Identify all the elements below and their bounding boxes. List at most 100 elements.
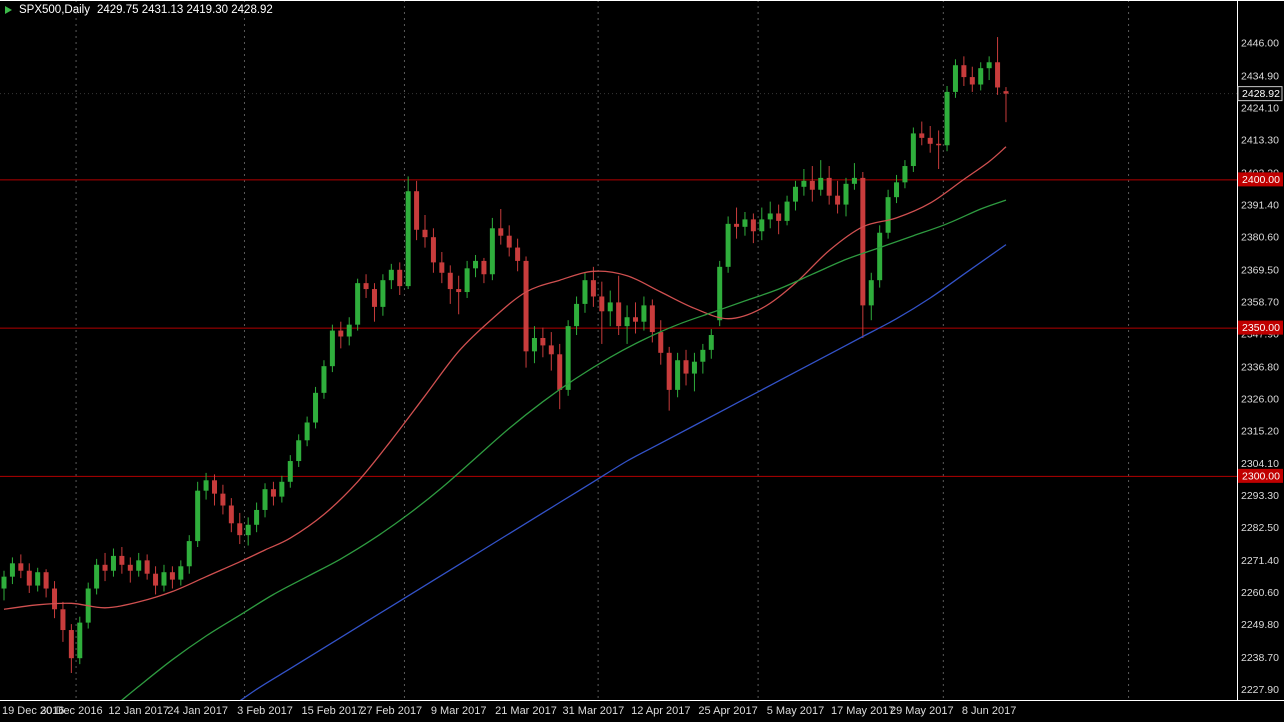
candle-body — [237, 523, 243, 536]
candle-body — [414, 191, 420, 230]
y-axis-label: 2315.20 — [1241, 425, 1279, 437]
moving-average-line-medium[interactable] — [114, 199, 1007, 707]
candle-body — [35, 572, 41, 586]
moving-average-line-fast[interactable] — [3, 146, 1007, 610]
y-axis-label: 2434.90 — [1241, 70, 1279, 82]
candle-body — [995, 62, 1001, 88]
candle-body — [439, 262, 445, 273]
y-axis-label: 2391.40 — [1241, 199, 1279, 211]
candle-body — [894, 182, 900, 198]
candle-body — [658, 332, 664, 353]
candle-body — [607, 302, 613, 312]
candle-body — [978, 68, 984, 85]
candle-body — [18, 563, 24, 571]
candle-body — [161, 572, 167, 586]
candle-body — [1003, 91, 1009, 94]
y-axis-label: 2304.10 — [1241, 458, 1279, 470]
candle-body — [557, 354, 563, 390]
candle-body — [792, 186, 798, 202]
price-level-tag: 2300.00 — [1238, 468, 1283, 483]
candle-body — [843, 183, 849, 205]
candle-body — [835, 195, 841, 205]
price-level-tag-label: 2400.00 — [1242, 174, 1280, 186]
candle-body — [212, 480, 217, 494]
candle-body — [910, 133, 916, 167]
candle-body — [531, 337, 537, 352]
x-axis-label: 17 May 2017 — [831, 705, 895, 717]
candle-body — [447, 272, 453, 290]
x-axis-label: 24 Jan 2017 — [167, 705, 228, 717]
candle-body — [641, 305, 647, 322]
one-click-trading-icon[interactable] — [5, 6, 12, 14]
candle-body — [565, 326, 571, 390]
candle-body — [52, 588, 58, 610]
candle-body — [767, 213, 773, 220]
y-axis-label: 2282.50 — [1241, 522, 1279, 534]
candle-body — [784, 201, 790, 221]
y-axis-label: 2424.10 — [1241, 102, 1279, 114]
candle-body — [675, 360, 681, 390]
x-axis-label: 12 Jan 2017 — [108, 705, 169, 717]
x-axis-label: 29 May 2017 — [890, 705, 954, 717]
plot-area[interactable] — [0, 0, 1237, 713]
candle-body — [666, 352, 672, 390]
candle-body — [725, 223, 731, 267]
candle-body — [110, 555, 116, 571]
x-axis-label: 21 Mar 2017 — [495, 705, 557, 717]
candle-body — [877, 232, 883, 281]
candle-body — [616, 302, 622, 327]
candle-body — [397, 269, 403, 287]
candle-body — [422, 229, 428, 238]
x-axis-label: 9 Mar 2017 — [431, 705, 487, 717]
current-price-tag-label: 2428.92 — [1242, 88, 1280, 100]
candle-body — [759, 219, 765, 232]
y-axis-label: 2336.80 — [1241, 361, 1279, 373]
candle-body — [498, 228, 504, 236]
candle-body — [346, 324, 352, 337]
candle-body — [868, 280, 874, 306]
candle-body — [776, 213, 782, 221]
chart-title-bar: SPX500,Daily 2429.75 2431.13 2419.30 242… — [5, 4, 273, 16]
y-axis-label: 2260.60 — [1241, 587, 1279, 599]
y-axis-label: 2380.60 — [1241, 231, 1279, 243]
moving-average-line-slow[interactable] — [223, 244, 1007, 713]
candle-body — [489, 228, 495, 275]
candle-body — [363, 283, 369, 290]
y-axis-label: 2293.30 — [1241, 490, 1279, 502]
candle-body — [481, 260, 487, 275]
y-axis-label: 2249.80 — [1241, 619, 1279, 631]
candle-body — [26, 570, 32, 586]
candle-body — [944, 91, 950, 146]
candles-layer — [1, 37, 1009, 674]
candle-body — [473, 260, 479, 269]
candle-body — [809, 180, 815, 190]
candle-body — [540, 337, 546, 346]
price-level-tag-label: 2300.00 — [1242, 470, 1280, 482]
candle-body — [329, 330, 335, 367]
candle-body — [708, 335, 714, 350]
candle-body — [691, 361, 697, 374]
candle-body — [700, 349, 706, 362]
candle-body — [801, 180, 807, 187]
x-axis-label: 31 Mar 2017 — [563, 705, 625, 717]
candle-body — [380, 280, 386, 307]
candle-body — [388, 269, 394, 281]
candle-body — [186, 541, 192, 567]
candle-body — [9, 563, 15, 577]
candle-body — [371, 289, 377, 307]
current-price-tag: 2428.92 — [1237, 86, 1283, 102]
x-axis-label: 15 Feb 2017 — [302, 705, 364, 717]
candle-body — [287, 461, 293, 482]
candle-body — [523, 260, 529, 352]
candle-body — [262, 489, 268, 510]
candle-body — [860, 177, 866, 306]
candle-body — [430, 237, 436, 263]
candle-body — [649, 305, 655, 333]
price-level-tag: 2350.00 — [1238, 320, 1283, 335]
candle-body — [313, 392, 319, 423]
candle-body — [270, 489, 276, 497]
candle-body — [94, 564, 100, 589]
candle-body — [734, 223, 740, 227]
